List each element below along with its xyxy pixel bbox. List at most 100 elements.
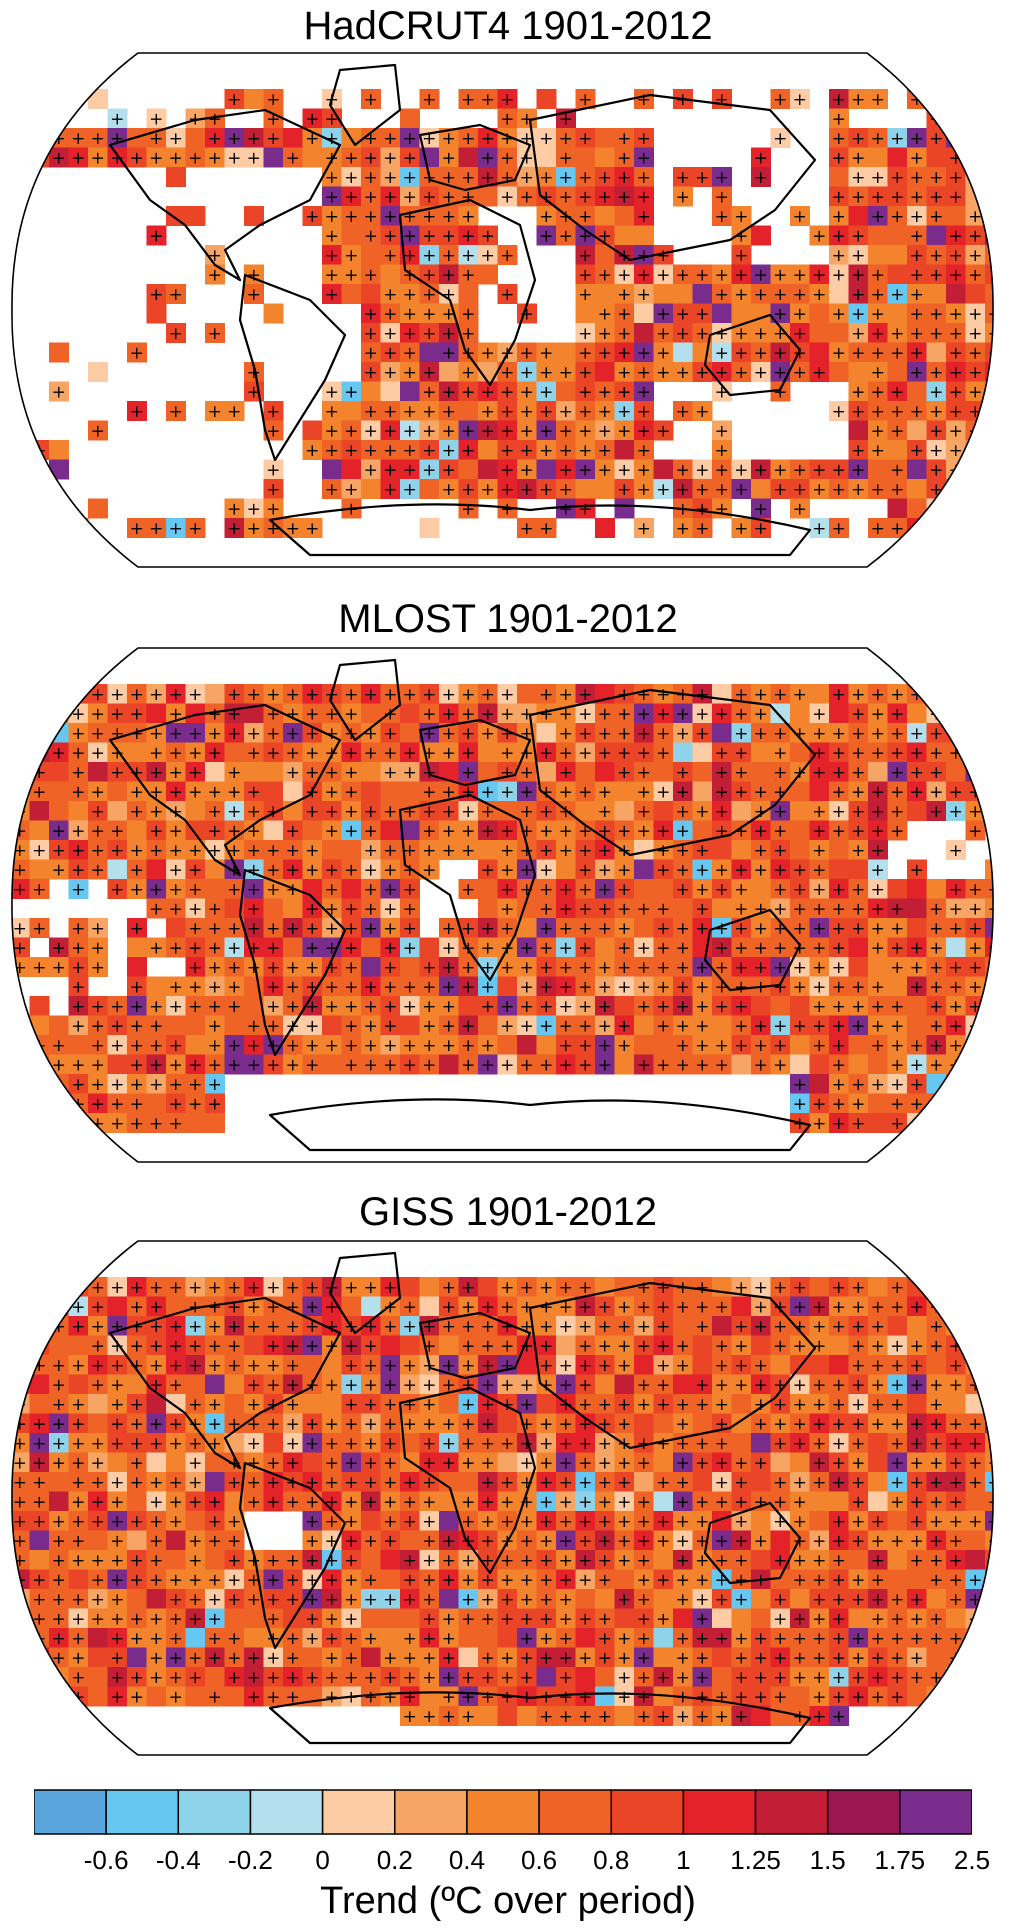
plus-icon: + bbox=[793, 1551, 807, 1571]
trend-cell bbox=[809, 284, 830, 304]
plus-icon: + bbox=[403, 421, 417, 441]
trend-cell bbox=[205, 147, 225, 168]
plus-icon: + bbox=[968, 997, 982, 1017]
plus-icon: + bbox=[559, 919, 573, 939]
trend-cell bbox=[965, 362, 986, 382]
plus-icon: + bbox=[188, 1531, 202, 1551]
plus-icon: + bbox=[247, 1434, 261, 1454]
plus-icon: + bbox=[208, 1094, 222, 1114]
plus-icon: + bbox=[598, 1356, 612, 1376]
plus-icon: + bbox=[110, 1492, 124, 1512]
plus-icon: + bbox=[461, 363, 475, 383]
plus-icon: + bbox=[617, 899, 631, 919]
trend-cell bbox=[224, 742, 245, 763]
plus-icon: + bbox=[637, 1317, 651, 1337]
trend-cell bbox=[263, 479, 284, 499]
trend-cell bbox=[107, 1054, 128, 1075]
plus-icon: + bbox=[637, 1395, 651, 1415]
plus-icon: + bbox=[656, 1473, 670, 1493]
trend-cell bbox=[400, 401, 420, 421]
trend-cell bbox=[907, 420, 927, 441]
trend-cell bbox=[146, 518, 167, 538]
trend-cell bbox=[419, 323, 440, 343]
plus-icon: + bbox=[13, 1036, 27, 1056]
trend-cell bbox=[439, 186, 459, 207]
plus-icon: + bbox=[169, 1590, 183, 1610]
plus-icon: + bbox=[988, 1317, 995, 1337]
trend-cell bbox=[575, 186, 596, 207]
plus-icon: + bbox=[754, 1531, 768, 1551]
plus-icon: + bbox=[871, 899, 885, 919]
plus-icon: + bbox=[71, 1434, 85, 1454]
trend-cell bbox=[829, 703, 849, 724]
plus-icon: + bbox=[130, 860, 144, 880]
plus-icon: + bbox=[247, 802, 261, 822]
trend-cell bbox=[263, 303, 284, 324]
plus-icon: + bbox=[910, 1609, 924, 1629]
trend-cell bbox=[205, 703, 225, 724]
plus-icon: + bbox=[344, 1629, 358, 1649]
plus-icon: + bbox=[715, 938, 729, 958]
trend-cell bbox=[887, 879, 908, 899]
plus-icon: + bbox=[149, 1414, 163, 1434]
plus-icon: + bbox=[500, 860, 514, 880]
trend-cell bbox=[380, 323, 401, 343]
trend-cell bbox=[29, 1550, 50, 1570]
plus-icon: + bbox=[851, 802, 865, 822]
trend-cell bbox=[146, 976, 167, 997]
plus-icon: + bbox=[52, 1036, 66, 1056]
plus-icon: + bbox=[383, 285, 397, 305]
plus-icon: + bbox=[110, 1336, 124, 1356]
plus-icon: + bbox=[403, 480, 417, 500]
plus-icon: + bbox=[500, 285, 514, 305]
plus-icon: + bbox=[188, 899, 202, 919]
plus-icon: + bbox=[539, 1297, 553, 1317]
plus-icon: + bbox=[227, 129, 241, 149]
plus-icon: + bbox=[539, 841, 553, 861]
plus-icon: + bbox=[734, 324, 748, 344]
trend-cell bbox=[127, 684, 147, 704]
plus-icon: + bbox=[734, 1036, 748, 1056]
plus-icon: + bbox=[578, 1609, 592, 1629]
plus-icon: + bbox=[403, 1317, 417, 1337]
plus-icon: + bbox=[364, 304, 378, 324]
plus-icon: + bbox=[481, 1473, 495, 1493]
plus-icon: + bbox=[851, 246, 865, 266]
plus-icon: + bbox=[344, 265, 358, 285]
plus-icon: + bbox=[227, 841, 241, 861]
plus-icon: + bbox=[364, 1055, 378, 1075]
plus-icon: + bbox=[539, 958, 553, 978]
trend-cell bbox=[536, 206, 557, 226]
plus-icon: + bbox=[676, 1356, 690, 1376]
plus-icon: + bbox=[890, 1094, 904, 1114]
trend-cell bbox=[907, 459, 927, 480]
trend-cell bbox=[361, 742, 381, 763]
plus-icon: + bbox=[929, 1629, 943, 1649]
plus-icon: + bbox=[812, 265, 826, 285]
plus-icon: + bbox=[832, 90, 846, 110]
trend-cell bbox=[361, 762, 381, 782]
trend-cell bbox=[965, 225, 986, 246]
plus-icon: + bbox=[656, 304, 670, 324]
plus-icon: + bbox=[227, 782, 241, 802]
plus-icon: + bbox=[578, 1434, 592, 1454]
trend-cell bbox=[751, 1335, 771, 1356]
plus-icon: + bbox=[656, 1395, 670, 1415]
trend-cell bbox=[205, 762, 225, 782]
plus-icon: + bbox=[676, 782, 690, 802]
plus-icon: + bbox=[383, 1395, 397, 1415]
trend-cell bbox=[985, 859, 994, 880]
trend-cell bbox=[49, 342, 69, 363]
trend-cell bbox=[205, 264, 225, 285]
plus-icon: + bbox=[442, 1016, 456, 1036]
plus-icon: + bbox=[910, 441, 924, 461]
trend-cell bbox=[29, 1296, 50, 1317]
trend-cell bbox=[985, 167, 994, 187]
plus-icon: + bbox=[13, 685, 27, 705]
trend-cell bbox=[965, 342, 986, 363]
trend-cell bbox=[49, 381, 69, 402]
trend-cell bbox=[751, 498, 771, 519]
trend-cell bbox=[946, 1277, 966, 1297]
plus-icon: + bbox=[832, 1512, 846, 1532]
plus-icon: + bbox=[968, 1036, 982, 1056]
